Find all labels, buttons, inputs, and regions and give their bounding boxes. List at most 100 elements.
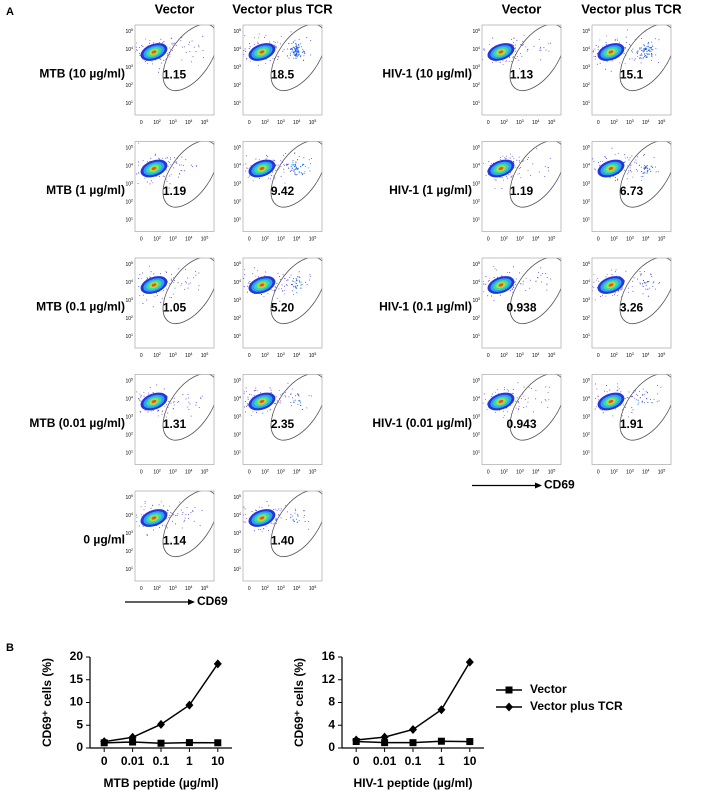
- event-dot: [514, 44, 516, 46]
- event-dot: [483, 48, 485, 50]
- event-dot: [188, 513, 190, 515]
- event-dot: [293, 50, 295, 52]
- tick-exp: 2: [267, 352, 269, 356]
- tick-exp: 5: [131, 378, 133, 382]
- gate-percentage: 2.35: [271, 417, 295, 431]
- gate-percentage: 1.19: [163, 184, 187, 198]
- tick-exp: 5: [239, 261, 241, 265]
- tick-base: 10: [472, 317, 478, 323]
- event-dot: [642, 395, 644, 397]
- y-tick-label: 5: [76, 717, 83, 731]
- event-dot: [547, 167, 549, 169]
- tick-base: 10: [125, 299, 131, 305]
- tick-base: 0: [597, 120, 600, 126]
- event-dot: [546, 277, 548, 279]
- tick-base: 0: [248, 586, 251, 592]
- tick-exp: 3: [283, 235, 285, 239]
- event-dot: [649, 287, 651, 289]
- event-dot: [275, 523, 277, 525]
- flow-tick-label: 0: [487, 470, 490, 476]
- flow-tick-label: 102: [472, 82, 480, 89]
- event-dot: [536, 148, 538, 150]
- event-dot: [293, 293, 295, 295]
- tick-exp: 2: [506, 235, 508, 239]
- tick-base: 10: [233, 182, 239, 188]
- tick-base: 10: [233, 397, 239, 403]
- tick-exp: 5: [588, 28, 590, 32]
- event-dot: [491, 162, 493, 164]
- event-dot: [506, 271, 508, 273]
- flow-tick-label: 103: [277, 468, 285, 475]
- tick-exp: 1: [239, 566, 241, 570]
- event-dot: [516, 397, 518, 399]
- event-dot: [149, 40, 151, 42]
- event-dot: [180, 285, 182, 287]
- tick-base: 10: [642, 120, 648, 126]
- event-dot: [627, 173, 629, 175]
- event-dot: [488, 280, 490, 282]
- event-dot: [525, 46, 527, 48]
- event-dot: [299, 56, 302, 58]
- event-dot: [302, 59, 305, 61]
- legend-label: Vector plus TCR: [530, 699, 623, 713]
- event-dot: [648, 50, 651, 52]
- flow-tick-label: 104: [582, 46, 590, 53]
- event-dot: [640, 166, 642, 168]
- event-dot: [544, 399, 546, 401]
- event-dot: [303, 510, 305, 512]
- flow-tick-label: 103: [233, 181, 241, 188]
- event-dot: [295, 168, 297, 170]
- event-dot: [655, 171, 657, 173]
- event-dot: [284, 289, 286, 291]
- event-dot: [518, 405, 520, 407]
- flow-tick-label: 101: [582, 100, 590, 107]
- event-dot: [482, 162, 484, 164]
- density-contour: [151, 516, 157, 520]
- tick-exp: 4: [191, 585, 193, 589]
- event-dot: [163, 290, 165, 292]
- event-dot: [136, 173, 138, 175]
- tick-base: 10: [472, 451, 478, 457]
- flow-tick-label: 102: [500, 468, 508, 475]
- event-dot: [601, 294, 603, 296]
- event-dot: [269, 178, 271, 180]
- gate: [270, 141, 322, 208]
- frame: [242, 141, 323, 232]
- event-dot: [488, 44, 490, 46]
- tick-base: 10: [472, 66, 478, 72]
- event-dot: [287, 511, 289, 513]
- gate: [509, 258, 561, 324]
- gate: [162, 258, 214, 324]
- event-dot: [290, 274, 292, 276]
- event-dot: [506, 175, 508, 177]
- event-dot: [294, 165, 297, 167]
- tick-base: 10: [626, 120, 632, 126]
- flow-tick-label: 102: [233, 199, 241, 206]
- flow-tick-label: 103: [516, 235, 524, 242]
- event-dot: [641, 179, 643, 181]
- flow-tick-label: 104: [472, 46, 480, 53]
- event-dot: [549, 157, 551, 159]
- event-dot: [523, 34, 525, 36]
- event-dot: [254, 389, 256, 391]
- event-dot: [590, 402, 591, 403]
- event-dot: [169, 56, 171, 58]
- flow-dots: [135, 25, 214, 91]
- tick-base: 10: [472, 335, 478, 341]
- tick-exp: 3: [239, 64, 241, 68]
- event-dot: [152, 42, 154, 44]
- tick-base: 10: [472, 30, 478, 36]
- tick-exp: 3: [131, 181, 133, 185]
- event-dot: [278, 275, 280, 277]
- flow-dots: [592, 25, 671, 91]
- event-dot: [508, 60, 510, 62]
- event-dot: [630, 396, 632, 398]
- tick-base: 10: [309, 586, 315, 592]
- tick-base: 10: [125, 102, 131, 108]
- event-dot: [627, 156, 629, 158]
- event-dot: [274, 160, 276, 162]
- y-tick-label: 8: [328, 695, 335, 709]
- tick-base: 10: [658, 120, 664, 126]
- marker: [409, 739, 417, 747]
